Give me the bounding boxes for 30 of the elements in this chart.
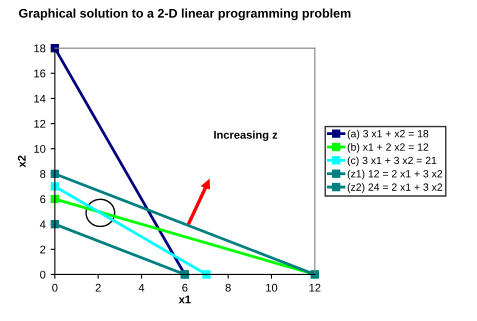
legend-label: (c) 3 x1 + 3 x2 = 21 — [348, 156, 436, 166]
y-tick-label: 8 — [40, 170, 46, 178]
x-tick-label: 2 — [96, 284, 101, 292]
y-tick-label: 14 — [34, 94, 46, 102]
chart-title: Graphical solution to a 2-D linear programming problem — [19, 8, 350, 20]
legend-label: (z1) 12 = 2 x1 + 3 x2 — [348, 170, 442, 180]
x-tick-label: 10 — [266, 284, 278, 292]
y-tick-label: 2 — [40, 246, 46, 254]
y-tick-label: 0 — [40, 270, 46, 279]
y-tick-label: 16 — [34, 70, 46, 78]
point — [50, 220, 60, 228]
point — [50, 194, 60, 204]
x-tick-label: 0 — [52, 284, 58, 292]
legend-label: (b) x1 + 2 x2 = 12 — [348, 143, 428, 153]
legend-label: (z2) 24 = 2 x1 + 3 x2 — [348, 183, 442, 193]
x-tick-label: 6 — [182, 284, 188, 292]
x-tick-label: 8 — [226, 284, 231, 292]
legend-label: (a) 3 x1 + x2 = 18 — [348, 130, 428, 140]
x-axis-title: x1 — [178, 296, 191, 304]
point — [50, 170, 60, 178]
x-tick-label: 12 — [309, 284, 320, 292]
x-tick-label: 4 — [138, 284, 144, 292]
y-tick-label: 10 — [34, 144, 46, 153]
point — [50, 44, 60, 52]
y-tick-label: 18 — [34, 44, 46, 52]
annotation: Increasing z — [214, 130, 278, 142]
y-tick-label: 4 — [40, 220, 46, 228]
y-tick-label: 6 — [40, 195, 46, 204]
y-tick-label: 12 — [34, 120, 46, 128]
y-axis-title: x2 — [18, 156, 26, 168]
